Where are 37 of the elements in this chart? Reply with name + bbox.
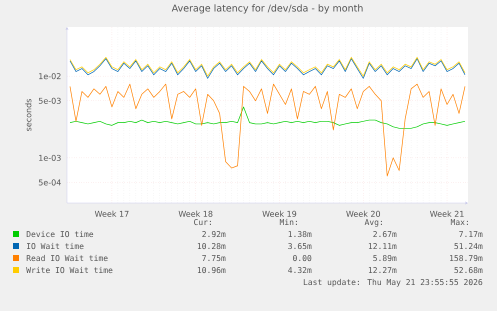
text: 12.11m (368, 243, 396, 249)
y-tick-label: 1e-02 (39, 73, 61, 80)
text: Last update: Thu May 21 23:55:55 2026 (304, 278, 482, 287)
text: 12.27m (368, 267, 396, 273)
y-tick-label: 1e-03 (39, 154, 61, 161)
text: 5.89m (373, 255, 396, 262)
text: 0.00 (293, 255, 312, 262)
text: 3.65m (288, 243, 312, 250)
text: 10.28m (198, 243, 226, 250)
x-tick-label: Week 17 (94, 210, 129, 217)
text: Max: (450, 219, 468, 226)
y-tick-label: 5e-04 (38, 179, 61, 186)
text: 7.75m (202, 255, 226, 262)
text: 10.96m (198, 267, 226, 274)
text: Cur: (194, 219, 211, 226)
text: 158.79m (450, 255, 482, 262)
text: 51.24m (454, 243, 482, 250)
line-series (70, 84, 466, 176)
x-tick-label: Week 18 (178, 210, 212, 217)
text: 4.32m (288, 267, 312, 274)
text: 7.17m (459, 231, 482, 237)
text: 52.68m (454, 267, 482, 274)
chart-title: Average latency for /dev/sda - by month (172, 4, 363, 14)
legend-label: Read IO Wait time (26, 254, 108, 262)
legend-label: IO Wait time (26, 242, 84, 250)
text: Min: (280, 218, 297, 225)
text: 2.67m (373, 231, 396, 238)
text: 1.38m (288, 231, 312, 238)
x-tick-label: Week 19 (262, 210, 296, 217)
y-axis-title: seconds (25, 99, 32, 131)
x-tick-label: Week 20 (346, 210, 380, 217)
x-tick-label: Week 21 (430, 210, 464, 217)
legend-label: Write IO Wait time (26, 266, 112, 274)
y-tick-label: 5e-03 (38, 98, 61, 104)
text: Avg: (364, 219, 382, 227)
legend-label: Device IO time (26, 230, 94, 238)
text: 2.92m (202, 231, 226, 238)
